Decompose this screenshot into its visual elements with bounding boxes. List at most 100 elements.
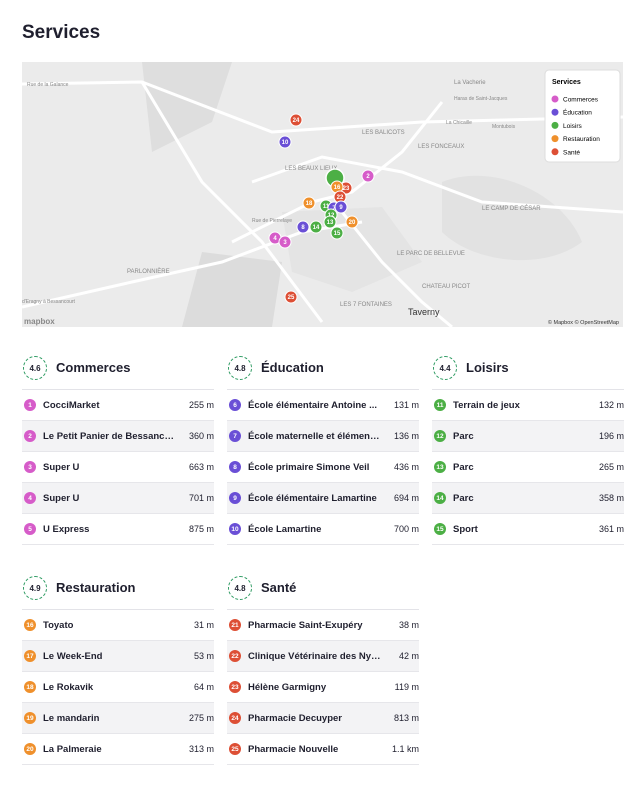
item-name: Pharmacie Decuyper <box>248 713 342 724</box>
legend-swatch <box>551 108 559 116</box>
service-item[interactable]: 8 École primaire Simone Veil 436 m <box>227 452 419 483</box>
service-item[interactable]: 12 Parc 196 m <box>432 421 624 452</box>
item-name: Super U <box>43 462 80 473</box>
legend-swatch <box>551 121 559 129</box>
item-number: 13 <box>434 461 446 473</box>
service-item[interactable]: 21 Pharmacie Saint-Exupéry 38 m <box>227 610 419 641</box>
map[interactable]: Rue de la Galance La Vacherie Haras de Sai… <box>22 62 623 327</box>
item-number: 7 <box>229 430 241 442</box>
service-section: 4.8 Santé 21 Pharmacie Saint-Exupéry 38 m 22 C… <box>227 569 419 765</box>
legend-label: Loisirs <box>563 123 583 130</box>
item-number: 2 <box>24 430 36 442</box>
service-item[interactable]: 13 Parc 265 m <box>432 452 624 483</box>
item-name: Sport <box>453 524 478 535</box>
legend-swatch <box>551 148 559 156</box>
service-item[interactable]: 1 CocciMarket 255 m <box>22 390 214 421</box>
item-distance: 42 m <box>398 651 419 661</box>
map-marker-number: 10 <box>282 140 289 146</box>
item-number: 10 <box>229 523 241 535</box>
item-name: Le mandarin <box>43 713 100 724</box>
section-title: Commerces <box>56 360 131 375</box>
map-marker-number: 3 <box>283 240 287 246</box>
item-number: 6 <box>229 399 241 411</box>
legend-swatch <box>551 135 559 143</box>
item-distance: 875 m <box>188 524 214 534</box>
item-name: Terrain de jeux <box>453 400 520 411</box>
item-distance: 265 m <box>598 462 624 472</box>
item-name: École primaire Simone Veil <box>248 462 370 473</box>
service-item[interactable]: 24 Pharmacie Decuyper 813 m <box>227 703 419 734</box>
map-marker <box>334 200 348 214</box>
item-distance: 358 m <box>598 493 624 503</box>
item-number: 24 <box>229 712 241 724</box>
service-item[interactable]: 19 Le mandarin 275 m <box>22 703 214 734</box>
service-item[interactable]: 5 U Express 875 m <box>22 514 214 545</box>
section-score: 4.6 <box>23 356 47 380</box>
item-distance: 119 m <box>394 682 419 692</box>
service-item[interactable]: 18 Le Rokavik 64 m <box>22 672 214 703</box>
item-number: 23 <box>229 681 241 693</box>
service-item[interactable]: 9 École élémentaire Lamartine 694 m <box>227 483 419 514</box>
page-title: Services <box>22 22 101 43</box>
service-item[interactable]: 3 Super U 663 m <box>22 452 214 483</box>
item-distance: 436 m <box>393 462 419 472</box>
item-number: 22 <box>229 650 241 662</box>
legend-box <box>544 69 621 163</box>
item-name: École Lamartine <box>248 524 322 535</box>
map-marker-number: 7 <box>332 206 336 212</box>
map-area <box>442 175 582 261</box>
legend-label: Restauration <box>563 136 600 143</box>
map-marker-number: 14 <box>313 225 320 231</box>
service-item[interactable]: 10 École Lamartine 700 m <box>227 514 419 545</box>
section-title: Restauration <box>56 580 136 595</box>
road <box>340 211 453 327</box>
item-number: 8 <box>229 461 241 473</box>
map-marker-number: 13 <box>327 220 334 226</box>
service-item[interactable]: 17 Le Week-End 53 m <box>22 641 214 672</box>
road <box>22 80 623 134</box>
service-item[interactable]: 7 École maternelle et élémen… 136 m <box>227 421 419 452</box>
item-distance: 663 m <box>188 462 214 472</box>
item-name: Parc <box>453 431 474 442</box>
service-item[interactable]: 2 Le Petit Panier de Bessanc… 360 m <box>22 421 214 452</box>
map-label: Taverny <box>408 307 440 317</box>
service-item[interactable]: 23 Hélène Garmigny 119 m <box>227 672 419 703</box>
map-label: LE PARC DE BELLEVUE <box>397 251 465 257</box>
section-score: 4.8 <box>228 356 252 380</box>
map-area <box>182 252 282 327</box>
section-score: 4.4 <box>433 356 457 380</box>
service-item[interactable]: 11 Terrain de jeux 132 m <box>432 390 624 421</box>
section-header: 4.6 Commerces <box>22 349 214 390</box>
service-item[interactable]: 15 Sport 361 m <box>432 514 624 545</box>
item-number: 14 <box>434 492 446 504</box>
map-marker-number: 18 <box>306 201 313 207</box>
map-marker <box>296 220 310 234</box>
service-item[interactable]: 4 Super U 701 m <box>22 483 214 514</box>
map-label: Haras de Saint-Jacques <box>454 96 508 102</box>
service-section: 4.6 Commerces 1 CocciMarket 255 m 2 Le Petit P… <box>22 349 214 545</box>
service-item[interactable]: 16 Toyato 31 m <box>22 610 214 641</box>
service-item[interactable]: 22 Clinique Vétérinaire des Ny… 42 m <box>227 641 419 672</box>
section-header: 4.8 Éducation <box>227 349 419 390</box>
map-label: Montubois <box>492 124 516 130</box>
map-marker <box>323 215 337 229</box>
item-number: 4 <box>24 492 36 504</box>
service-item[interactable]: 6 École élémentaire Antoine ... 131 m <box>227 390 419 421</box>
item-number: 18 <box>24 681 36 693</box>
item-distance: 132 m <box>598 400 624 410</box>
section-title: Éducation <box>261 360 324 375</box>
map-area <box>142 62 232 152</box>
service-item[interactable]: 14 Parc 358 m <box>432 483 624 514</box>
service-item[interactable]: 20 La Palmeraie 313 m <box>22 734 214 765</box>
service-item[interactable]: 25 Pharmacie Nouvelle 1.1 km <box>227 734 419 765</box>
item-name: Hélène Garmigny <box>248 682 327 693</box>
item-number: 1 <box>24 399 36 411</box>
map-marker-number: 15 <box>334 231 341 237</box>
item-name: Pharmacie Saint-Exupéry <box>248 620 363 631</box>
map-marker-number: 9 <box>339 205 343 211</box>
map-label: LES 7 FONTAINES <box>340 302 392 308</box>
item-number: 25 <box>229 743 241 755</box>
item-distance: 360 m <box>188 431 214 441</box>
map-marker-number: 25 <box>288 295 295 301</box>
item-name: Le Week-End <box>43 651 103 662</box>
